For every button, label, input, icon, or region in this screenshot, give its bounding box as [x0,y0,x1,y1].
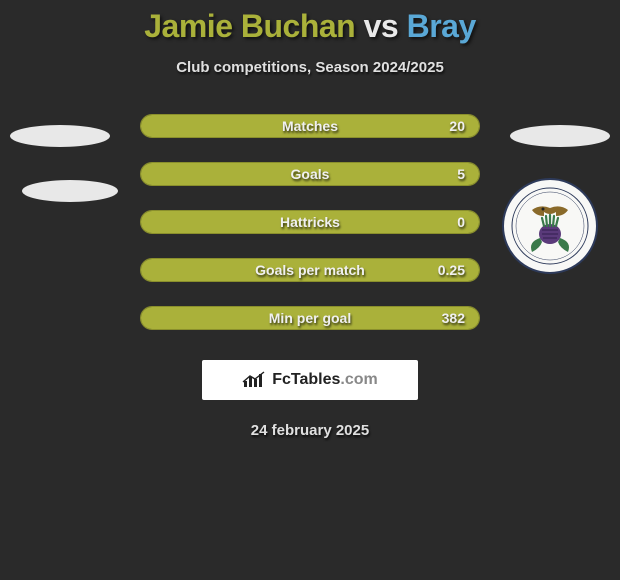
stat-value: 0 [457,214,465,230]
club-crest [502,178,598,274]
stat-value: 382 [442,310,465,326]
badge-prefix: Fc [272,371,291,388]
stat-value: 5 [457,166,465,182]
stat-row-min-per-goal: Min per goal 382 [140,306,480,330]
date-label: 24 february 2025 [0,422,620,439]
fctables-badge[interactable]: FcTables.com [202,360,418,400]
badge-text: FcTables.com [272,371,378,389]
player1-photo-placeholder-2 [22,180,118,202]
badge-suffix: .com [340,371,377,388]
subtitle: Club competitions, Season 2024/2025 [0,59,620,76]
vs-label: vs [364,8,399,44]
player1-name: Jamie Buchan [144,8,355,44]
stat-label: Goals [291,166,330,182]
stat-label: Hattricks [280,214,340,230]
stat-row-matches: Matches 20 [140,114,480,138]
bar-chart-icon [242,371,268,389]
stat-row-goals: Goals 5 [140,162,480,186]
stat-row-hattricks: Hattricks 0 [140,210,480,234]
stat-label: Matches [282,118,338,134]
stat-label: Goals per match [255,262,365,278]
comparison-title: Jamie Buchan vs Bray [0,8,620,45]
stat-row-goals-per-match: Goals per match 0.25 [140,258,480,282]
badge-main: Tables [291,371,341,388]
player2-name: Bray [407,8,476,44]
stat-value: 20 [449,118,465,134]
thistle-eagle-crest-icon [510,186,590,266]
stat-label: Min per goal [269,310,351,326]
stat-value: 0.25 [438,262,465,278]
player2-photo-placeholder [510,125,610,147]
player1-photo-placeholder-1 [10,125,110,147]
